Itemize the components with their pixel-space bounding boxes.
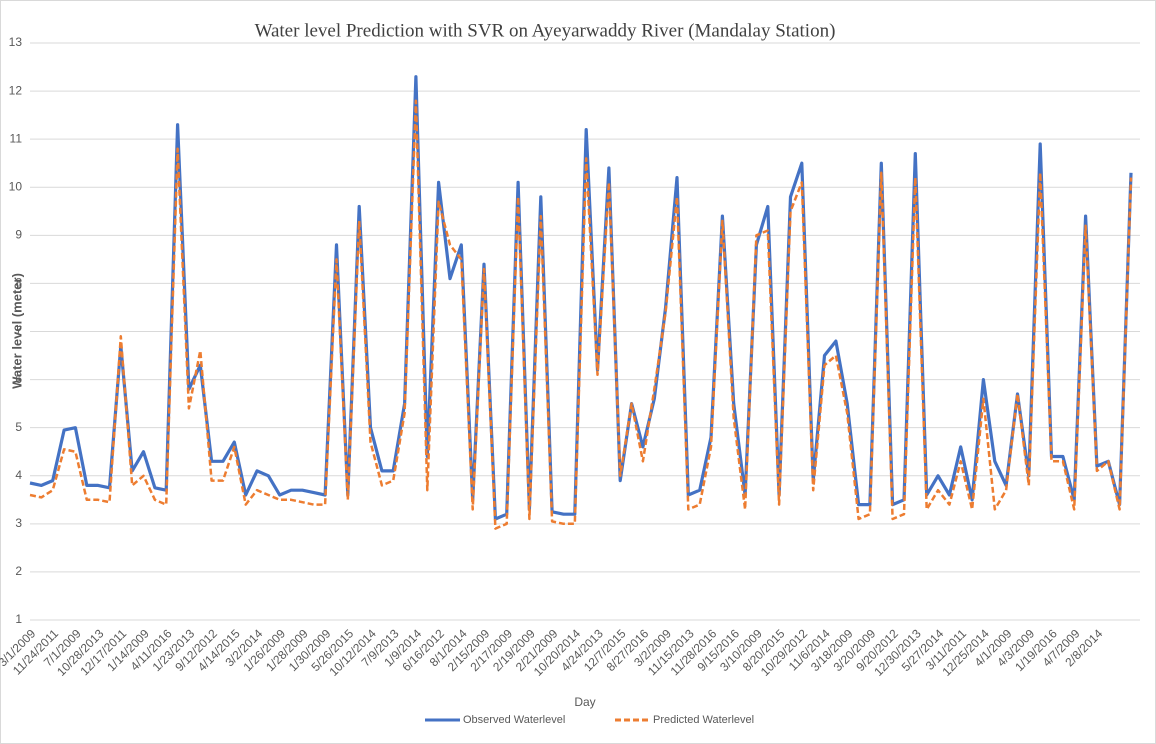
chart-title: Water level Prediction with SVR on Ayeya…	[255, 20, 836, 41]
y-tick-label: 5	[15, 420, 22, 434]
y-tick-label: 7	[15, 324, 22, 338]
legend-label: Predicted Waterlevel	[653, 714, 754, 726]
y-tick-label: 10	[9, 179, 23, 193]
y-tick-label: 8	[15, 276, 22, 290]
y-tick-label: 2	[15, 564, 22, 578]
y-tick-label: 6	[15, 372, 22, 386]
x-axis-label: Day	[574, 695, 595, 709]
legend-label: Observed Waterlevel	[463, 714, 565, 726]
data-line	[29, 99, 1133, 530]
y-tick-label: 12	[9, 83, 23, 97]
y-tick-label: 3	[15, 516, 22, 530]
y-tick-label: 4	[15, 468, 22, 482]
y-tick-label: 11	[10, 131, 23, 145]
y-axis-label: Water level (meter)	[9, 273, 24, 389]
y-tick-label: 13	[9, 35, 23, 49]
y-tick-label: 9	[15, 228, 22, 242]
y-tick-label: 1	[15, 612, 22, 626]
